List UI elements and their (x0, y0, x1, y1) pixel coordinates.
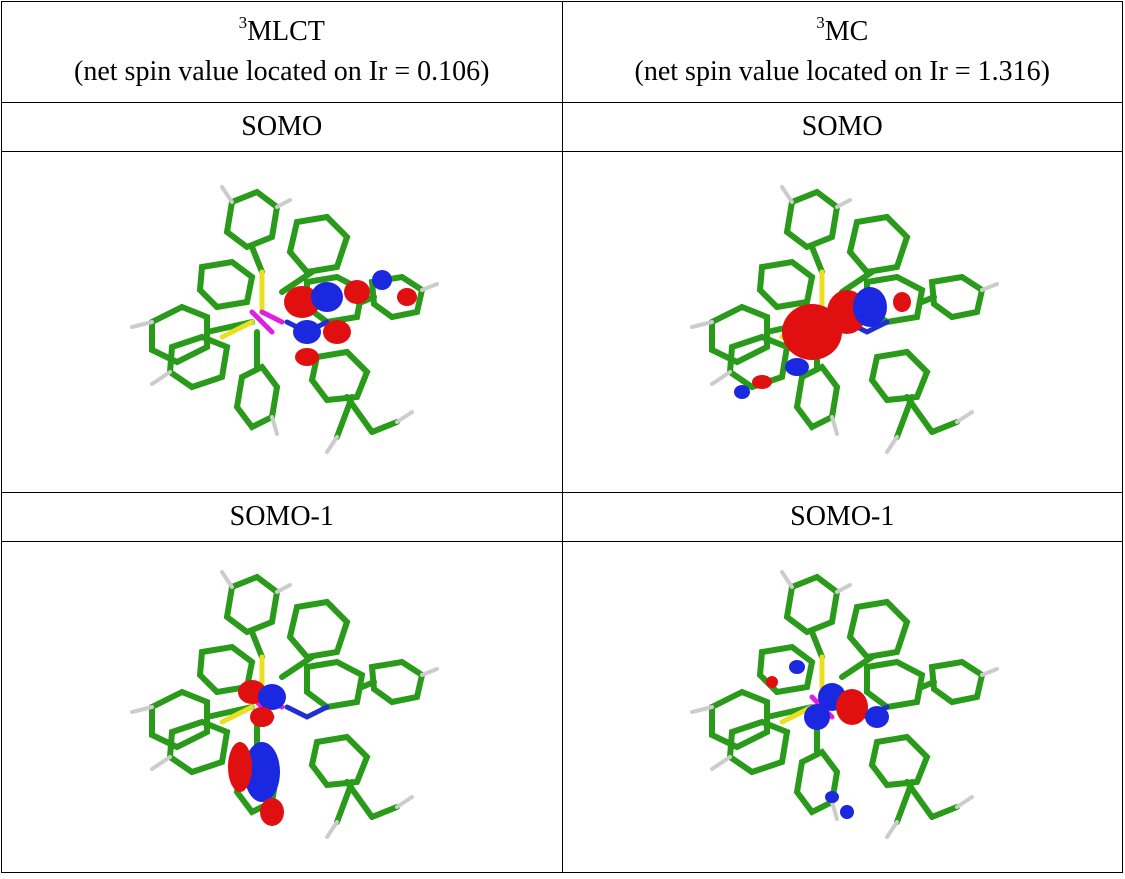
orbital-image (672, 172, 1012, 472)
image-cell (2, 542, 563, 873)
table: 3MLCT(net spin value located on Ir = 0.1… (1, 1, 1123, 873)
image-cell (562, 152, 1123, 493)
orbital-label: SOMO-1 (562, 493, 1123, 542)
header-row: 3MLCT(net spin value located on Ir = 0.1… (2, 2, 1123, 103)
orbital-label: SOMO (562, 103, 1123, 152)
orbital-label: SOMO-1 (2, 493, 563, 542)
label-row: SOMO SOMO (2, 103, 1123, 152)
header-cell: 3MLCT (net spin value located on Ir = 0.1… (2, 2, 563, 103)
header-note: (net spin value located on Ir = 0.106) (74, 56, 489, 87)
orbital-image (112, 172, 452, 472)
superscript: 3 (239, 13, 248, 32)
header-cell: 3MC (net spin value located on Ir = 1.316… (562, 2, 1123, 103)
superscript: 3 (816, 13, 825, 32)
header-label: MLCT (247, 16, 325, 47)
image-cell (562, 542, 1123, 873)
header-label: MC (825, 16, 869, 47)
image-row (2, 152, 1123, 493)
label-row: SOMO-1 SOMO-1 (2, 493, 1123, 542)
page: {"table": {"columns": [ {"superscript": … (0, 0, 1125, 879)
image-row (2, 542, 1123, 873)
orbital-label: SOMO (2, 103, 563, 152)
orbital-image (112, 557, 452, 857)
header-note: (net spin value located on Ir = 1.316) (635, 56, 1050, 87)
orbital-image (672, 557, 1012, 857)
image-cell (2, 152, 563, 493)
